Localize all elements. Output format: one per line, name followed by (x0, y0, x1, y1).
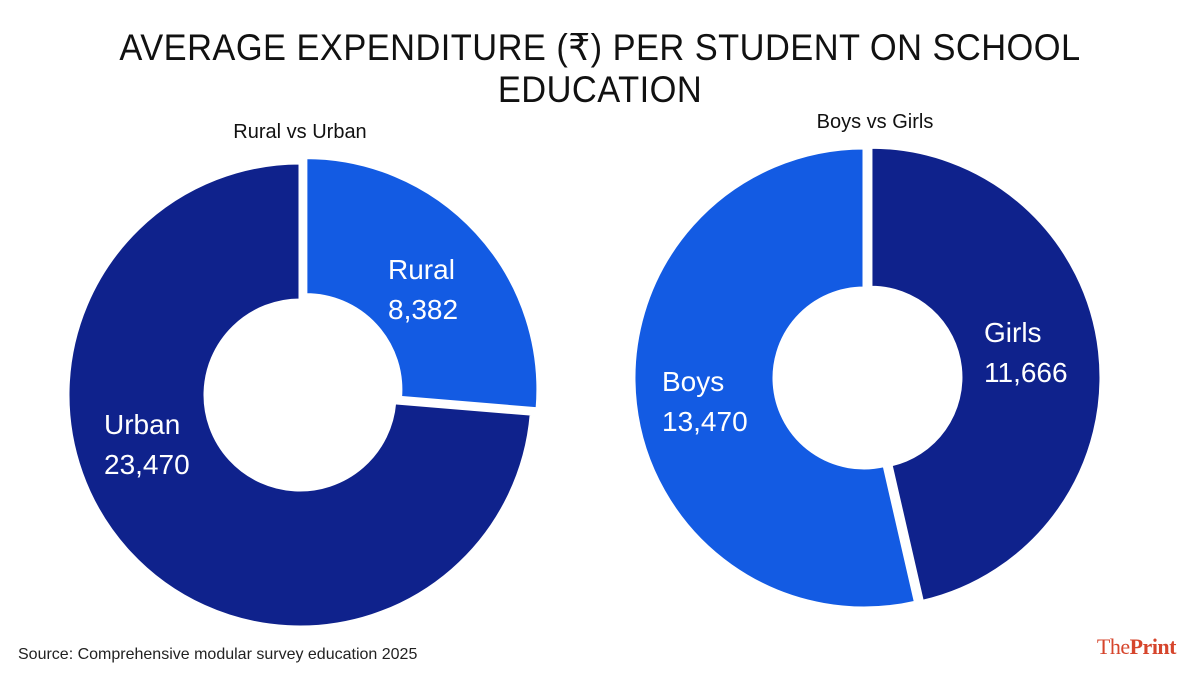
slice-label-rural: Rural (388, 254, 455, 285)
slice-value-boys: 13,470 (662, 406, 748, 437)
slice-urban (66, 161, 533, 629)
source-note: Source: Comprehensive modular survey edu… (18, 646, 418, 663)
slice-label-girls: Girls (984, 317, 1042, 348)
slice-label-urban: Urban (104, 409, 180, 440)
slice-value-urban: 23,470 (104, 449, 190, 480)
theprint-logo: ThePrint (1096, 634, 1177, 659)
donut-chart-boys-girls: Girls 11,666 Boys 13,470 (632, 145, 1103, 610)
chart-1-subtitle: Rural vs Urban (233, 121, 367, 143)
chart-2-subtitle: Boys vs Girls (816, 111, 934, 133)
slice-rural (304, 156, 540, 411)
slice-value-rural: 8,382 (388, 294, 458, 325)
slice-boys (632, 146, 917, 610)
page-title: AVERAGE EXPENDITURE (₹) PER STUDENT ON S… (119, 27, 1081, 110)
slice-value-girls: 11,666 (984, 357, 1068, 388)
donut-chart-rural-urban: Rural 8,382 Urban 23,470 (66, 156, 540, 629)
slice-label-boys: Boys (662, 366, 724, 397)
slice-girls (869, 145, 1103, 603)
